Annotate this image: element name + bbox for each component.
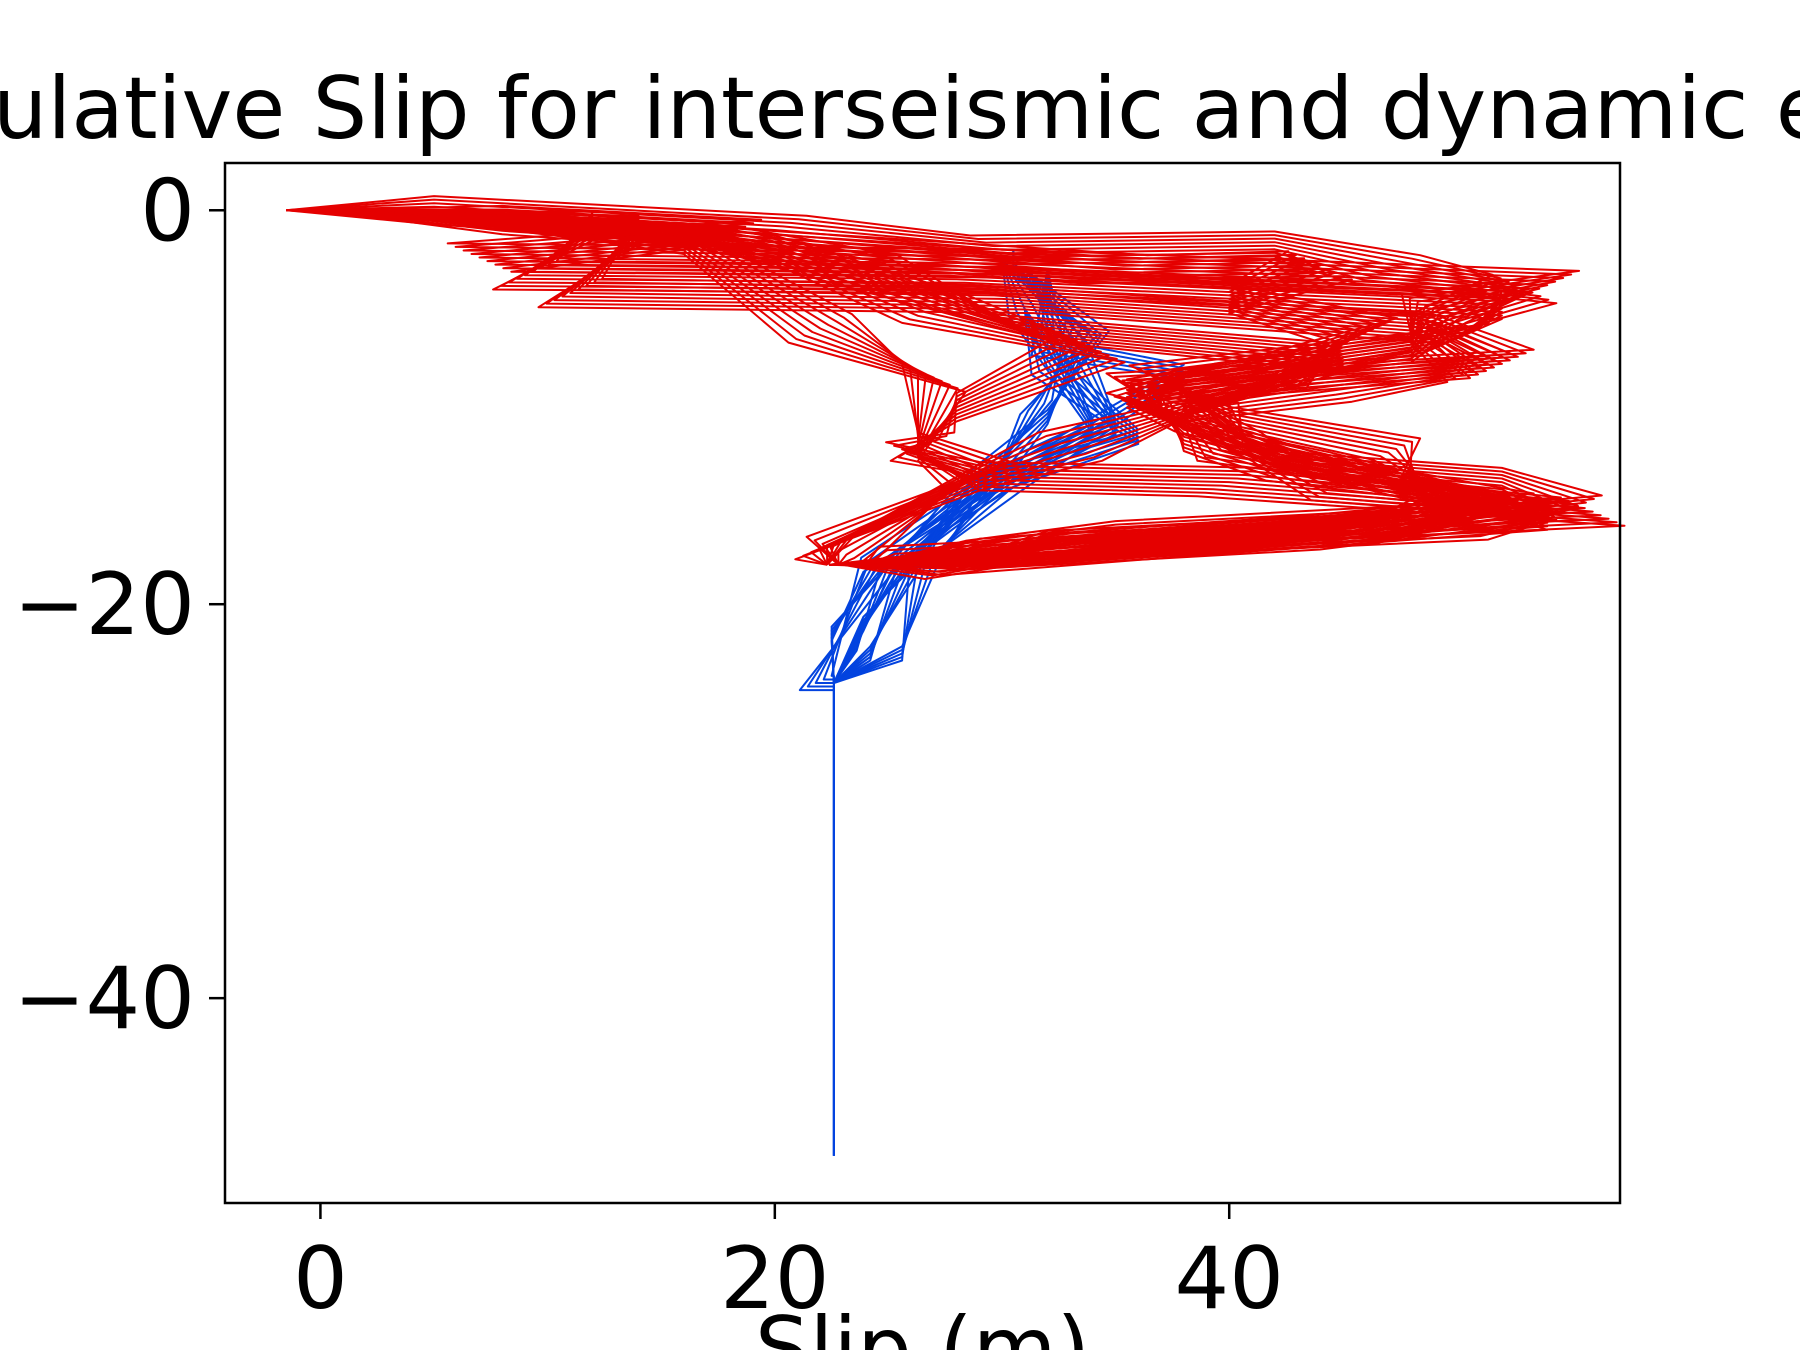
series-1-profile-6-line-8	[388, 209, 1013, 566]
series-1-profile-5-line-5	[502, 209, 1586, 566]
axes-group: 0 20 40 0 −20 −40	[14, 161, 1284, 1329]
x-axis-label: Slip (m)	[755, 1299, 1090, 1350]
series-1-profile-6-line-0	[388, 209, 967, 567]
chart-title: Cumulative Slip for interseismic and dyn…	[0, 59, 1800, 159]
series-1	[286, 195, 1626, 580]
series-0-profile-4-line-1	[833, 269, 1185, 684]
x-tick-label-2: 40	[1174, 1229, 1283, 1329]
y-tick-label-0: 0	[140, 161, 195, 261]
y-tick-label-1: −20	[14, 555, 196, 655]
series-1-profile-7-line-6	[456, 209, 1519, 566]
series-1-profile-7-line-1	[456, 209, 1479, 566]
series-1-profile-6-line-7	[388, 209, 1005, 566]
series-1-profile-7-line-5	[456, 209, 1511, 566]
series-1-profile-6-line-1	[388, 209, 959, 566]
series-1-profile-7-line-7	[456, 209, 1527, 566]
series-1-profile-5-line-8	[502, 209, 1562, 566]
series-1-profile-6-line-2	[388, 209, 965, 566]
series-1-profile-6-line-3	[388, 209, 973, 566]
series-1-profile-7-line-0	[456, 209, 1471, 569]
series-group	[286, 195, 1626, 1156]
series-1-profile-6-line-4	[388, 209, 981, 565]
series-1-profile-7-line-2	[456, 209, 1487, 566]
y-tick-label-2: −40	[14, 949, 196, 1049]
series-1-profile-7-line-8	[456, 209, 1535, 566]
x-tick-label-0: 0	[293, 1229, 348, 1329]
series-1-profile-5-line-7	[502, 209, 1570, 566]
plot-frame	[223, 161, 1622, 1205]
series-1-profile-7-line-4	[456, 209, 1503, 566]
series-1-profile-7-line-3	[456, 209, 1495, 566]
series-0-profile-4-line-0	[833, 269, 1185, 684]
x-tick-label-1: 20	[720, 1229, 829, 1329]
